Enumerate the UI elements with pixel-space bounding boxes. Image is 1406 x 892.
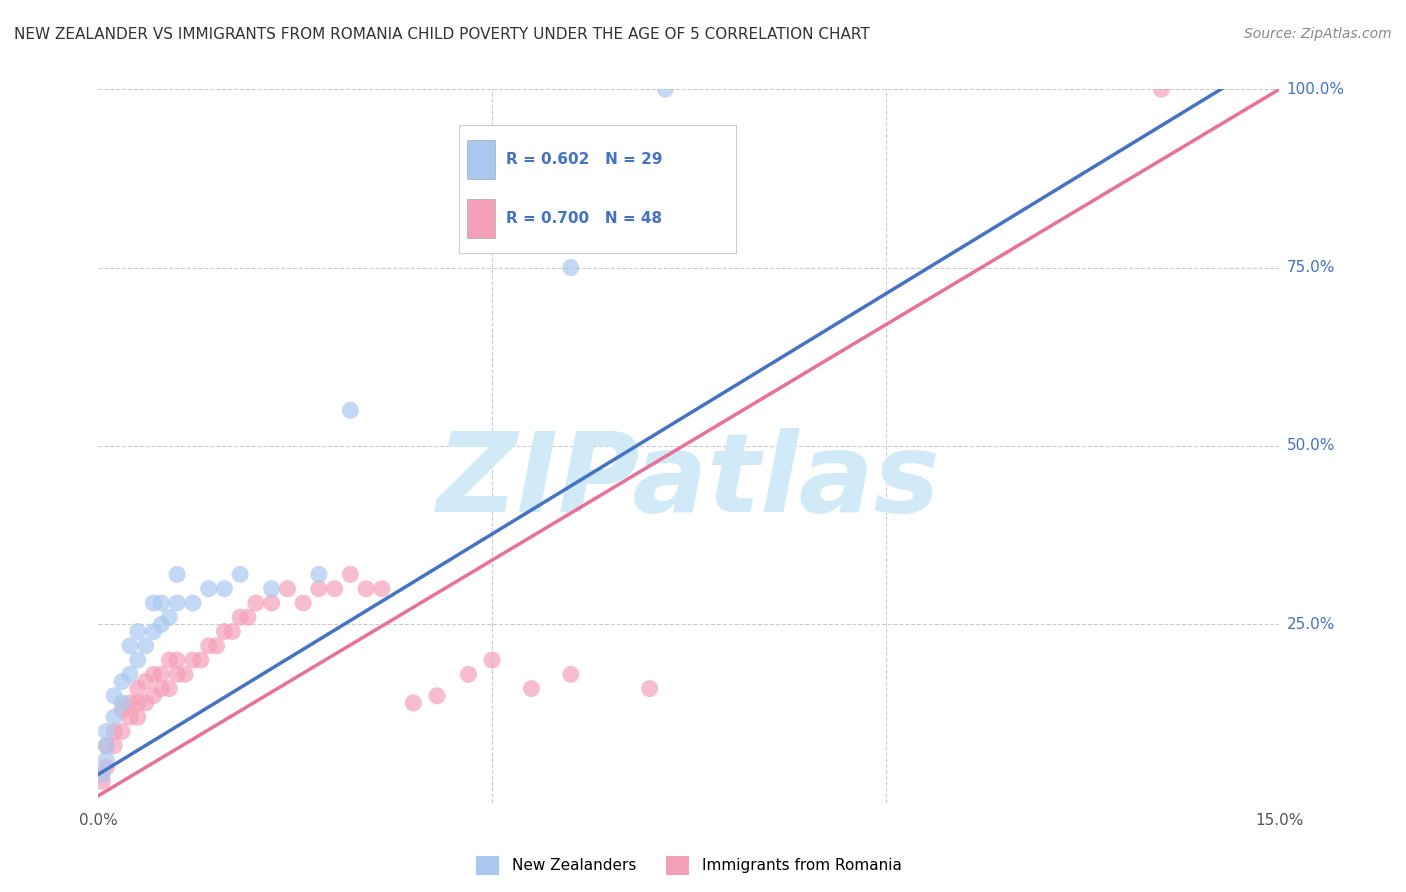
Point: [111, 724, 134, 739]
Point: [118, 710, 141, 724]
Point: [103, 710, 125, 724]
Text: Source: ZipAtlas.com: Source: ZipAtlas.com: [1244, 27, 1392, 41]
Point: [103, 689, 125, 703]
Point: [142, 689, 165, 703]
Point: [142, 596, 165, 610]
Text: ZIPatlas: ZIPatlas: [437, 428, 941, 535]
Point: [197, 582, 219, 596]
Point: [481, 653, 503, 667]
Text: 100.0%: 100.0%: [1286, 82, 1344, 96]
Point: [150, 596, 173, 610]
Point: [260, 596, 283, 610]
Point: [276, 582, 298, 596]
Point: [142, 667, 165, 681]
Point: [96, 739, 118, 753]
Point: [157, 610, 180, 624]
Point: [181, 653, 204, 667]
Point: [96, 760, 118, 774]
Point: [111, 674, 134, 689]
Point: [1150, 82, 1173, 96]
Point: [181, 596, 204, 610]
Point: [91, 774, 114, 789]
Point: [308, 567, 330, 582]
Point: [118, 696, 141, 710]
Point: [354, 582, 377, 596]
Point: [292, 596, 315, 610]
Point: [339, 567, 361, 582]
Point: [402, 696, 425, 710]
Point: [118, 667, 141, 681]
Point: [197, 639, 219, 653]
Point: [166, 653, 188, 667]
Point: [520, 681, 543, 696]
Point: [260, 582, 283, 596]
Point: [214, 624, 236, 639]
Point: [229, 567, 252, 582]
Point: [339, 403, 361, 417]
Point: [221, 624, 243, 639]
Point: [236, 610, 259, 624]
Point: [560, 667, 582, 681]
Point: [127, 624, 149, 639]
Point: [457, 667, 479, 681]
Point: [166, 667, 188, 681]
Text: 25.0%: 25.0%: [1286, 617, 1334, 632]
Point: [150, 617, 173, 632]
Point: [308, 582, 330, 596]
Point: [174, 667, 197, 681]
Point: [371, 582, 394, 596]
Point: [127, 653, 149, 667]
Point: [157, 681, 180, 696]
Point: [560, 260, 582, 275]
Point: [205, 639, 228, 653]
Point: [96, 724, 118, 739]
Point: [91, 767, 114, 781]
Point: [135, 696, 157, 710]
Point: [103, 724, 125, 739]
Point: [111, 696, 134, 710]
Legend: New Zealanders, Immigrants from Romania: New Zealanders, Immigrants from Romania: [470, 850, 908, 880]
Point: [245, 596, 267, 610]
Point: [150, 667, 173, 681]
Point: [190, 653, 212, 667]
Point: [323, 582, 346, 596]
Point: [166, 567, 188, 582]
Point: [135, 639, 157, 653]
Point: [654, 82, 676, 96]
Point: [135, 674, 157, 689]
Point: [426, 689, 449, 703]
Point: [96, 739, 118, 753]
Text: 75.0%: 75.0%: [1286, 260, 1334, 275]
Point: [229, 610, 252, 624]
Point: [118, 639, 141, 653]
Point: [127, 696, 149, 710]
Point: [127, 681, 149, 696]
Point: [214, 582, 236, 596]
Point: [166, 596, 188, 610]
Text: NEW ZEALANDER VS IMMIGRANTS FROM ROMANIA CHILD POVERTY UNDER THE AGE OF 5 CORREL: NEW ZEALANDER VS IMMIGRANTS FROM ROMANIA…: [14, 27, 870, 42]
Point: [638, 681, 661, 696]
Point: [150, 681, 173, 696]
Point: [127, 710, 149, 724]
Point: [157, 653, 180, 667]
Point: [142, 624, 165, 639]
Text: 50.0%: 50.0%: [1286, 439, 1334, 453]
Point: [111, 703, 134, 717]
Point: [103, 739, 125, 753]
Point: [96, 753, 118, 767]
